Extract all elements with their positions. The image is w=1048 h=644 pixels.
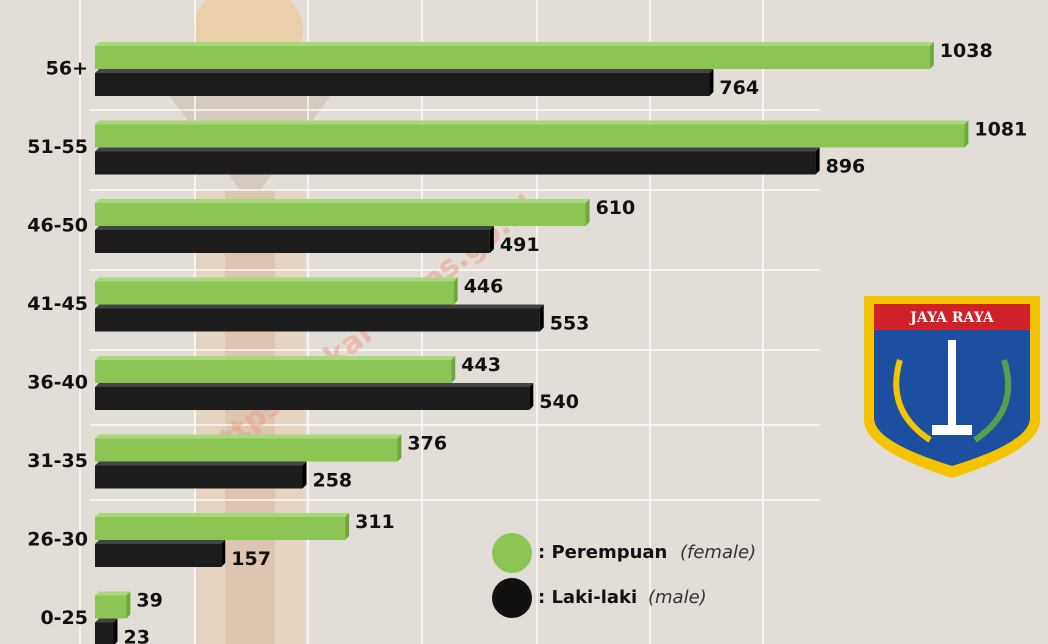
bar-side [126,591,131,619]
bar-side [489,226,494,253]
bar-face [95,124,965,148]
bar-face [95,230,490,253]
emblem-text: JAYA RAYA [908,310,995,326]
bar-side [709,69,714,96]
bar [95,591,131,619]
category-label: 26-30 [27,529,88,551]
bar-side [929,42,934,69]
bar-top [95,591,131,596]
bar-top [95,42,934,46]
bar [95,42,934,69]
category-label: 41-45 [27,293,88,315]
legend-note: (female) [680,542,756,563]
bar-side [221,540,226,567]
value-label: 764 [719,77,759,99]
bar-top [95,147,820,152]
bar-top [95,434,402,439]
legend-swatch [492,533,532,573]
bar-side [529,383,534,410]
bar-top [95,304,544,309]
bar [95,434,402,462]
emblem: JAYA RAYA [864,296,1040,478]
bar-side [815,147,820,175]
legend-label: : Laki-laki [538,587,637,608]
bar-side [451,356,456,383]
value-label: 896 [826,156,866,178]
bar-top [95,513,350,517]
bar-face [95,203,586,226]
bar [95,226,494,253]
bar-top [95,277,458,282]
bar-side [302,461,307,489]
bar-top [95,120,969,125]
bar-face [95,281,454,305]
bar [95,356,456,383]
legend-note: (male) [648,587,707,608]
value-label: 610 [596,197,636,219]
legend-label: : Perempuan [538,542,667,563]
bar [95,147,820,175]
category-label: 0-25 [40,607,88,629]
bar-top [95,618,118,623]
bar [95,618,118,644]
bar [95,69,714,96]
bar-face [95,387,530,410]
bar-side [397,434,402,462]
category-label: 36-40 [27,372,88,394]
bar-side [345,513,350,540]
bar-top [95,383,534,387]
value-label: 311 [355,511,395,533]
bar-top [95,461,307,466]
bar [95,461,307,489]
bar [95,199,590,226]
value-label: 553 [550,313,590,335]
category-label: 31-35 [27,450,88,472]
bar-top [95,356,456,360]
value-label: 1081 [974,119,1027,141]
bar-face [95,73,710,96]
bar [95,513,350,540]
bar-top [95,226,494,230]
value-label: 443 [461,354,501,376]
bar-top [95,540,226,544]
legend-swatch [492,578,532,618]
value-label: 540 [539,391,579,413]
bar-face [95,517,346,540]
bar-top [95,69,714,73]
bar [95,383,534,410]
bar-top [95,199,590,203]
value-label: 23 [123,627,149,644]
bar-side [539,304,544,332]
bar [95,120,969,148]
bar-face [95,438,398,462]
category-label: 51-55 [27,136,88,158]
value-label: 491 [500,234,540,256]
value-label: 157 [231,548,271,570]
bar-face [95,308,540,332]
value-label: 258 [312,470,352,492]
bar [95,277,458,305]
bar-face [95,465,303,489]
value-label: 39 [136,590,162,612]
bar [95,304,544,332]
bar-side [585,199,590,226]
bar [95,540,226,567]
bar-face [95,544,222,567]
bar-face [95,151,816,175]
value-label: 446 [464,276,504,298]
bar-face [95,622,114,644]
category-label: 46-50 [27,215,88,237]
bar-side [113,618,118,644]
value-label: 1038 [940,40,993,62]
value-label: 376 [407,433,447,455]
bar-face [95,46,930,69]
bar-side [964,120,969,148]
category-label: 56+ [46,58,88,80]
bar-face [95,360,452,383]
bar-face [95,595,127,619]
bar-side [453,277,458,305]
